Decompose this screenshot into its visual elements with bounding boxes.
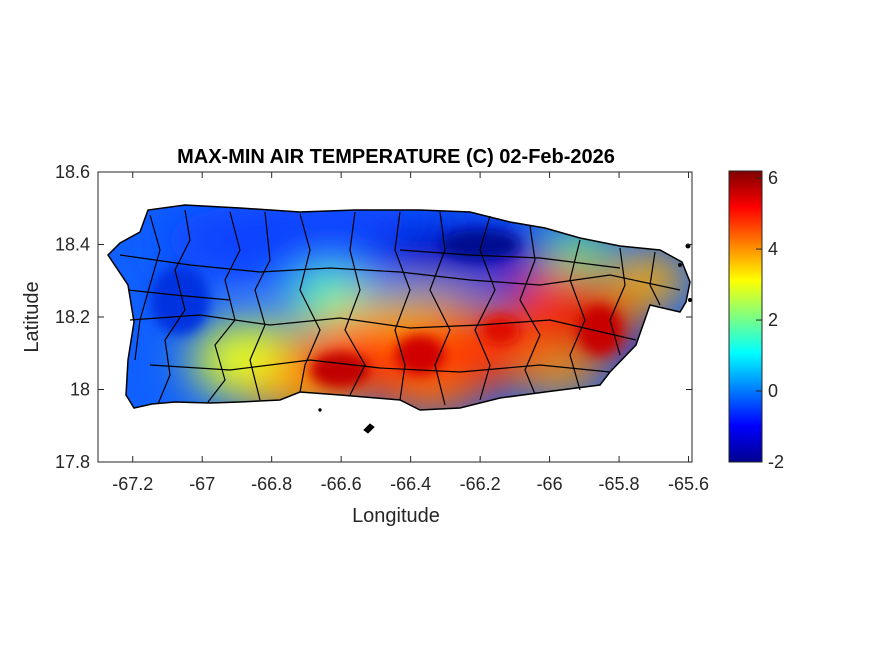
chart-title: MAX-MIN AIR TEMPERATURE (C) 02-Feb-2026	[177, 146, 615, 168]
x-tick-label: -66	[537, 474, 563, 494]
colorbar-tick-label: 6	[768, 168, 778, 188]
y-tick-label: 17.8	[55, 452, 90, 472]
x-tick-label: -66.6	[321, 474, 362, 494]
y-tick-label: 18.2	[55, 307, 90, 327]
y-axis-label: Latitude	[21, 281, 43, 352]
municipal-boundaries	[107, 204, 691, 411]
x-tick-label: -67	[189, 474, 215, 494]
colorbar-tick-label: 0	[768, 381, 778, 401]
colorbar-tick-label: 2	[768, 310, 778, 330]
x-axis: -67.2 -67 -66.8 -66.6 -66.4 -66.2 -66 -65.8 -65.…	[112, 172, 709, 494]
x-tick-label: -66.2	[460, 474, 501, 494]
x-axis-label: Longitude	[352, 505, 440, 527]
x-tick-label: -65.6	[668, 474, 709, 494]
colorbar	[728, 170, 763, 463]
x-tick-label: -67.2	[112, 474, 153, 494]
colorbar-ticks: -2 0 2 4 6	[756, 168, 784, 472]
colorbar-tick-label: 4	[768, 239, 778, 259]
x-tick-label: -65.8	[599, 474, 640, 494]
y-tick-label: 18.4	[55, 235, 90, 255]
y-tick-label: 18.6	[55, 162, 90, 182]
y-tick-label: 18	[70, 380, 90, 400]
colorbar-tick-label: -2	[768, 452, 784, 472]
x-tick-label: -66.4	[390, 474, 431, 494]
x-tick-label: -66.8	[251, 474, 292, 494]
y-axis: 17.8 18 18.2 18.4 18.6	[55, 162, 692, 472]
